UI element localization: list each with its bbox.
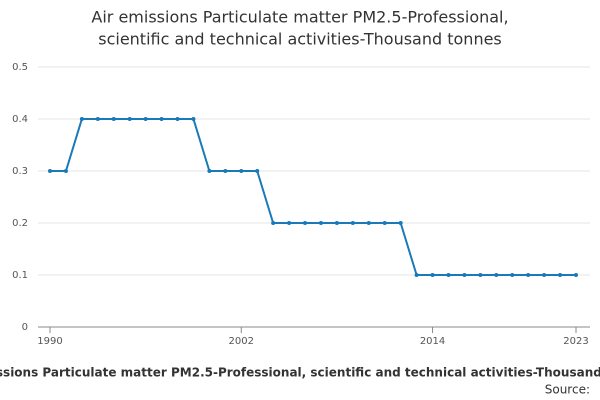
point (366, 221, 371, 225)
point (255, 169, 260, 173)
point (462, 273, 467, 277)
source: Source: (545, 383, 590, 397)
x-axis-label: Air emissions Particulate matter PM2.5-P… (0, 366, 600, 380)
point (175, 117, 180, 121)
x-tick-label: 2002 (229, 336, 254, 347)
point (350, 221, 355, 225)
point (334, 221, 339, 225)
point (207, 169, 212, 173)
point (223, 169, 228, 173)
point (510, 273, 515, 277)
point (287, 221, 292, 225)
point (271, 221, 276, 225)
point (542, 273, 547, 277)
point (239, 169, 244, 173)
point (574, 273, 578, 277)
y-tick-label: 0.4 (12, 114, 28, 125)
point (494, 273, 499, 277)
point (191, 117, 196, 121)
y-tick-label: 0.5 (12, 62, 28, 73)
point (48, 169, 52, 173)
point (398, 221, 403, 225)
point (303, 221, 308, 225)
chart-title: Air emissions Particulate matter PM2.5-P… (91, 8, 508, 27)
line (50, 118, 576, 276)
point (526, 273, 531, 277)
y-tick-label: 0 (22, 322, 28, 333)
point (430, 273, 435, 277)
point (159, 117, 164, 121)
point (318, 221, 323, 225)
point (558, 273, 563, 277)
point (478, 273, 483, 277)
point (63, 169, 68, 173)
x-tick-label: 1990 (37, 336, 62, 347)
point (79, 117, 84, 121)
y-tick-label: 0.3 (12, 166, 28, 177)
y-tick-label: 0.2 (12, 218, 28, 229)
point (446, 273, 451, 277)
point (95, 117, 100, 121)
point (143, 117, 148, 121)
point (382, 221, 387, 225)
y-tick-label: 0.1 (12, 270, 28, 281)
chart-title: scientific and technical activities-Thou… (98, 30, 502, 49)
x-tick-label: 2014 (420, 336, 445, 347)
point (127, 117, 132, 121)
x-tick-label: 2023 (563, 336, 588, 347)
point (414, 273, 419, 277)
point (111, 117, 116, 121)
